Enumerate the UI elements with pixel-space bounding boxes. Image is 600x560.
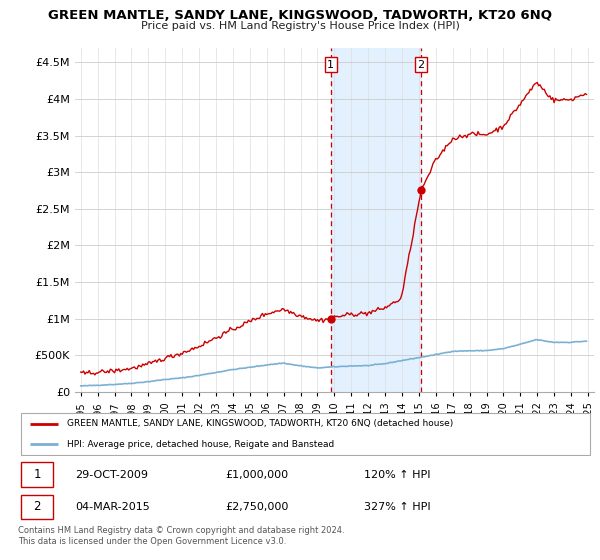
Text: HPI: Average price, detached house, Reigate and Banstead: HPI: Average price, detached house, Reig… (67, 440, 334, 449)
Text: 120% ↑ HPI: 120% ↑ HPI (364, 470, 430, 480)
Text: Price paid vs. HM Land Registry's House Price Index (HPI): Price paid vs. HM Land Registry's House … (140, 21, 460, 31)
Text: GREEN MANTLE, SANDY LANE, KINGSWOOD, TADWORTH, KT20 6NQ (detached house): GREEN MANTLE, SANDY LANE, KINGSWOOD, TAD… (67, 419, 453, 428)
Text: 1: 1 (327, 60, 334, 69)
FancyBboxPatch shape (21, 413, 590, 455)
Text: £1,000,000: £1,000,000 (226, 470, 289, 480)
Bar (331, 48, 421, 392)
Text: 1: 1 (33, 468, 41, 481)
Text: 2: 2 (33, 500, 41, 514)
Text: 327% ↑ HPI: 327% ↑ HPI (364, 502, 430, 512)
Text: £2,750,000: £2,750,000 (226, 502, 289, 512)
FancyBboxPatch shape (21, 463, 53, 487)
Text: 29-OCT-2009: 29-OCT-2009 (76, 470, 149, 480)
Text: Contains HM Land Registry data © Crown copyright and database right 2024.
This d: Contains HM Land Registry data © Crown c… (18, 526, 344, 546)
Text: 2: 2 (418, 60, 425, 69)
FancyBboxPatch shape (21, 494, 53, 519)
Text: 04-MAR-2015: 04-MAR-2015 (76, 502, 151, 512)
Text: GREEN MANTLE, SANDY LANE, KINGSWOOD, TADWORTH, KT20 6NQ: GREEN MANTLE, SANDY LANE, KINGSWOOD, TAD… (48, 9, 552, 22)
